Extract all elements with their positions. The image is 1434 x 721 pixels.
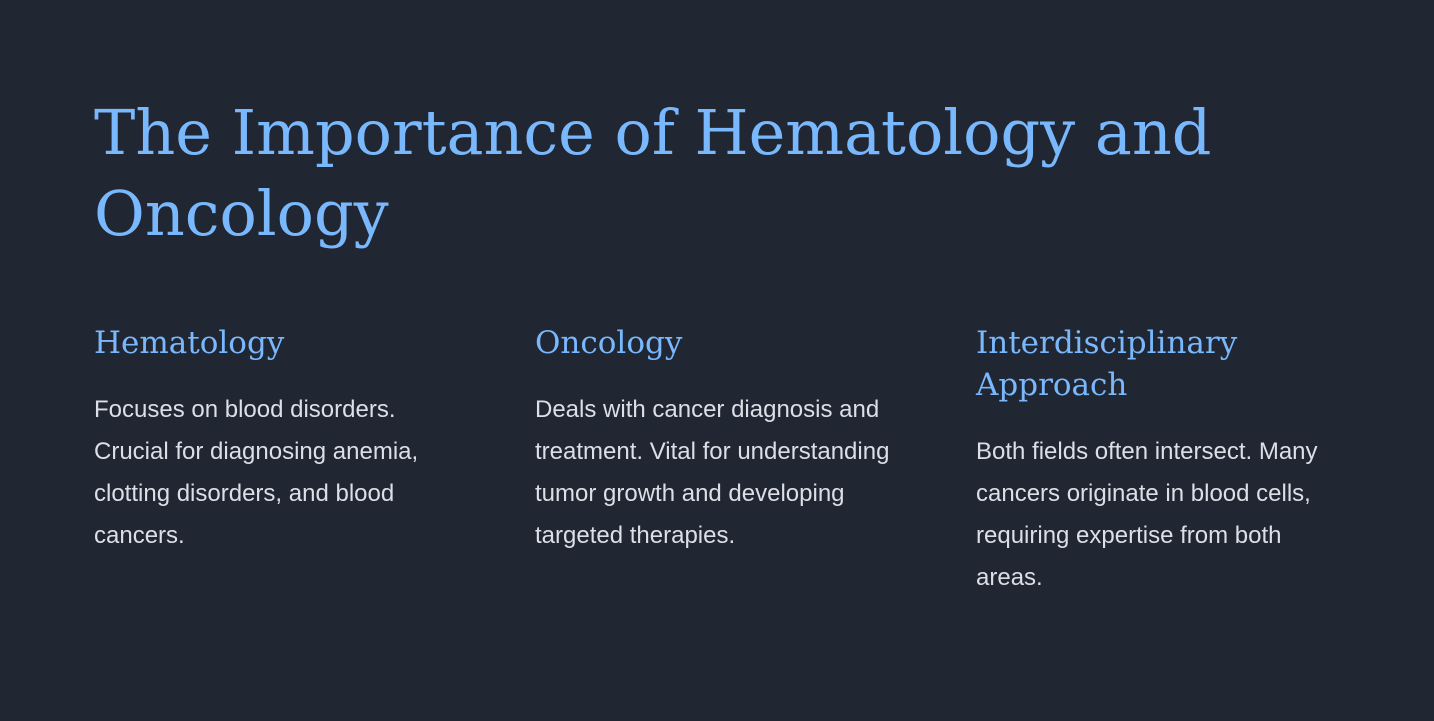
hematology-heading: Hematology: [94, 325, 285, 361]
hematology-column: Hematology Focuses on blood disorders. C…: [94, 322, 484, 557]
interdisciplinary-description: Both fields often intersect. Many cancer…: [976, 438, 1318, 591]
page-title: The Importance of Hematology and Oncolog…: [94, 96, 1212, 250]
interdisciplinary-heading: Interdisciplinary Approach: [976, 325, 1238, 403]
oncology-column: Oncology Deals with cancer diagnosis and…: [535, 322, 925, 557]
interdisciplinary-column: Interdisciplinary Approach Both fields o…: [976, 322, 1366, 599]
oncology-heading: Oncology: [535, 325, 683, 361]
hematology-description: Focuses on blood disorders. Crucial for …: [94, 396, 419, 549]
topic-columns: Hematology Focuses on blood disorders. C…: [94, 322, 1394, 662]
oncology-description: Deals with cancer diagnosis and treatmen…: [535, 396, 890, 549]
